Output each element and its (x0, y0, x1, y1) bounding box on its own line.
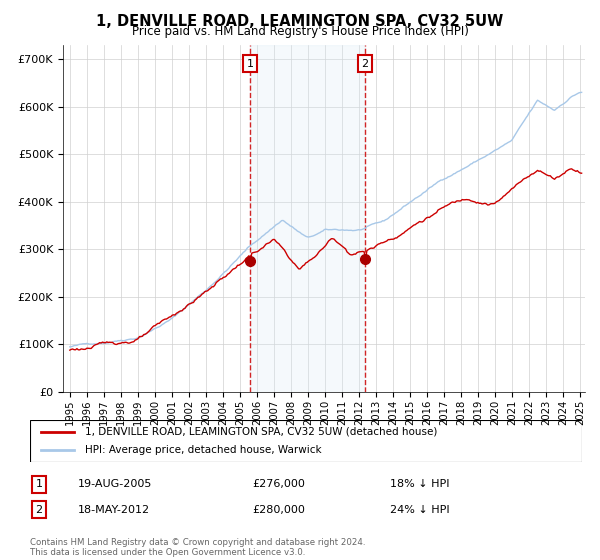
Text: 18-MAY-2012: 18-MAY-2012 (78, 505, 150, 515)
Text: £280,000: £280,000 (252, 505, 305, 515)
Text: 19-AUG-2005: 19-AUG-2005 (78, 479, 152, 489)
Text: 1: 1 (247, 59, 254, 69)
Text: 18% ↓ HPI: 18% ↓ HPI (390, 479, 449, 489)
Text: 1, DENVILLE ROAD, LEAMINGTON SPA, CV32 5UW (detached house): 1, DENVILLE ROAD, LEAMINGTON SPA, CV32 5… (85, 427, 437, 437)
Text: Contains HM Land Registry data © Crown copyright and database right 2024.
This d: Contains HM Land Registry data © Crown c… (30, 538, 365, 557)
Text: 1, DENVILLE ROAD, LEAMINGTON SPA, CV32 5UW: 1, DENVILLE ROAD, LEAMINGTON SPA, CV32 5… (97, 14, 503, 29)
Text: 24% ↓ HPI: 24% ↓ HPI (390, 505, 449, 515)
Text: HPI: Average price, detached house, Warwick: HPI: Average price, detached house, Warw… (85, 445, 322, 455)
Text: 1: 1 (35, 479, 43, 489)
Text: Price paid vs. HM Land Registry's House Price Index (HPI): Price paid vs. HM Land Registry's House … (131, 25, 469, 38)
Text: 2: 2 (362, 59, 369, 69)
Text: £276,000: £276,000 (252, 479, 305, 489)
Bar (250, 45, 365, 392)
Text: 2: 2 (35, 505, 43, 515)
